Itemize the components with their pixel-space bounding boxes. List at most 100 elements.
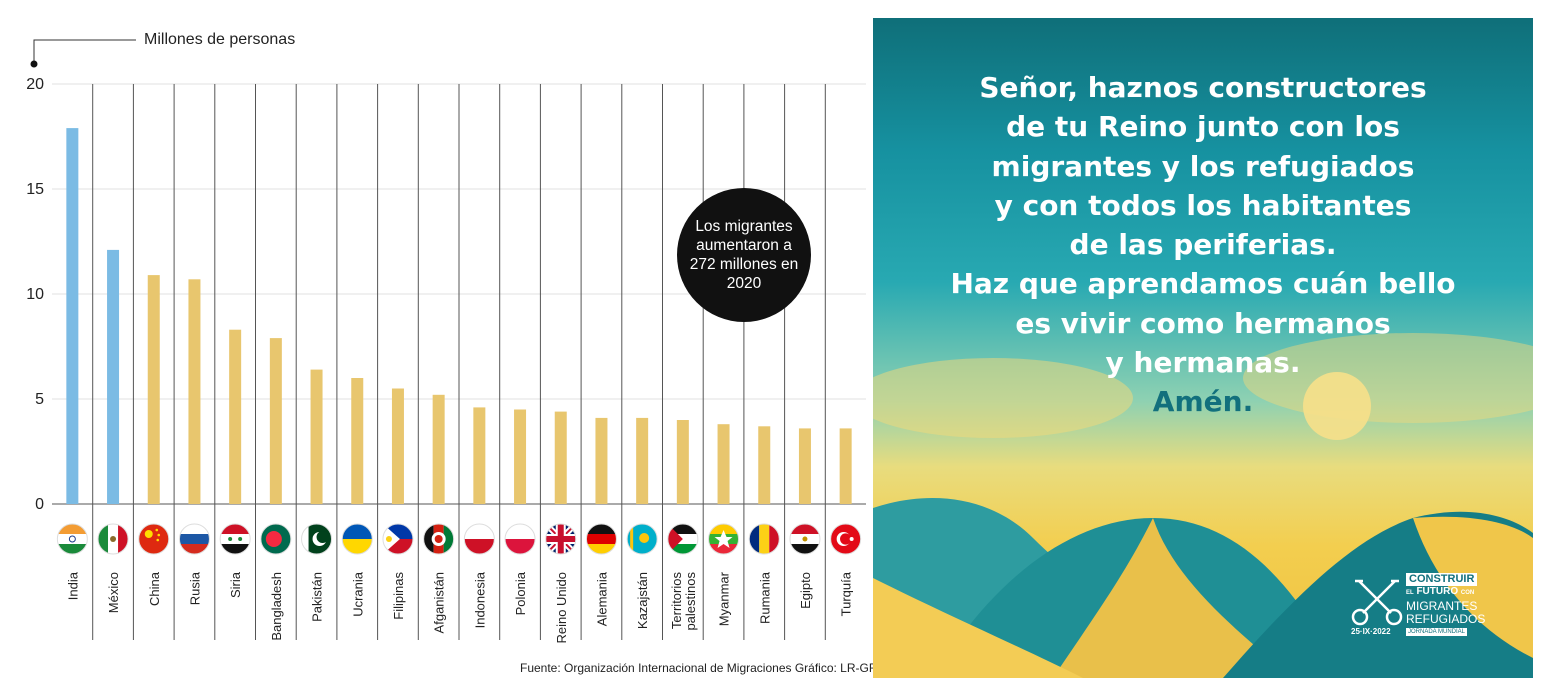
logo-con: CON: [1460, 590, 1475, 596]
bar: [839, 428, 852, 504]
flag-indonesia-icon: [464, 524, 495, 554]
x-tick-label: Turquía: [839, 571, 854, 616]
bar: [66, 128, 79, 504]
bar: [147, 275, 160, 504]
flag-border: [97, 523, 129, 555]
flag-poland-icon: [505, 524, 536, 554]
dune-shape: [873, 578, 1083, 678]
flag-mexico-icon: [98, 524, 129, 554]
logo-el: EL: [1406, 590, 1414, 596]
x-tick-label: México: [106, 572, 121, 613]
event-logo: CONSTRUIR EL FUTURO CON MIGRANTES REFUGI…: [1351, 573, 1485, 638]
flag-kazakhstan-icon: [627, 524, 658, 554]
logo-line-4: REFUGIADOS: [1406, 612, 1486, 626]
cloud-shape: [873, 358, 1133, 438]
prayer-line: migrantes y los refugiados: [991, 149, 1415, 183]
x-tick-label: India: [65, 571, 80, 600]
flag-border: [667, 523, 699, 555]
prayer-line: es vivir como hermanos: [1015, 306, 1391, 340]
flag-border: [423, 523, 455, 555]
y-axis-label: Millones de personas: [144, 31, 296, 48]
prayer-line: Señor, haznos constructores: [979, 71, 1427, 104]
flag-border: [545, 523, 577, 555]
flag-india-icon: [57, 524, 88, 554]
sun-icon: [1303, 372, 1371, 440]
flag-russia-icon: [179, 524, 210, 554]
bar: [798, 428, 811, 504]
logo-date: 25·IX·2022: [1351, 627, 1391, 636]
bar: [107, 249, 120, 504]
crossed-keys-icon: [1351, 579, 1403, 626]
flag-border: [341, 523, 373, 555]
amen-line: Amén.: [1152, 385, 1254, 419]
flag-myanmar-icon: [708, 524, 739, 554]
flag-border: [382, 523, 414, 555]
flag-afghanistan-icon: [423, 524, 454, 554]
prayer-line: y con todos los habitantes: [994, 188, 1412, 222]
bar: [473, 407, 486, 504]
flag-border: [219, 523, 251, 555]
dune-shape: [1053, 518, 1293, 678]
prayer-poster: Señor, haznos constructores de tu Reino …: [873, 18, 1533, 678]
prayer-line: Haz que aprendamos cuán bello: [950, 267, 1456, 301]
bar: [351, 378, 364, 504]
x-tick-label: Afganistán: [432, 572, 447, 633]
bar: [269, 338, 282, 504]
x-tick-label: Filipinas: [391, 572, 406, 620]
flag-border: [56, 523, 88, 555]
logo-futuro: FUTURO: [1416, 586, 1459, 597]
flag-border: [178, 523, 210, 555]
bar: [188, 279, 201, 504]
flag-border: [789, 523, 821, 555]
chart-panel: 0 5 10 15 20 India México China Rusia Siria Bangla…: [26, 31, 877, 675]
logo-line-1: CONSTRUIR: [1406, 573, 1478, 586]
flag-border: [626, 523, 658, 555]
logo-line-2: EL FUTURO CON: [1406, 587, 1474, 597]
flag-china-icon: [138, 524, 169, 554]
flag-border: [301, 523, 333, 555]
flag-germany-icon: [586, 524, 617, 554]
y-tick-label: 5: [35, 391, 44, 408]
prayer-line: y hermanas.: [1105, 346, 1301, 380]
flag-border: [504, 523, 536, 555]
flag-border: [463, 523, 495, 555]
flag-border: [748, 523, 780, 555]
logo-line-3: MIGRANTES: [1406, 599, 1478, 613]
prayer-text: Señor, haznos constructores de tu Reino …: [873, 68, 1533, 422]
y-label-dot: [30, 60, 38, 68]
y-tick-label: 0: [35, 496, 44, 513]
x-tick-label: China: [147, 571, 162, 606]
y-tick-label: 10: [26, 286, 44, 303]
source-note: Fuente: Organización Internacional de Mi…: [520, 661, 878, 675]
bar-chart: 0 5 10 15 20 India México China Rusia Siria Bangla…: [26, 39, 866, 644]
x-tick-label: Rumania: [757, 571, 772, 624]
bar: [717, 424, 730, 504]
flag-border: [138, 523, 170, 555]
prayer-line: de las periferias.: [1069, 228, 1337, 262]
bar: [391, 388, 404, 504]
x-tick-label: Bangladesh: [269, 572, 284, 641]
x-tick-label: Myanmar: [717, 571, 732, 626]
flag-romania-icon: [749, 524, 780, 554]
logo-event: JORNADA MUNDIAL: [1406, 628, 1468, 636]
flag-bangladesh-icon: [260, 524, 291, 554]
x-tick-label: Territorios: [669, 572, 684, 630]
prayer-line: de tu Reino junto con los: [1006, 110, 1400, 144]
flag-palestine-icon: [667, 524, 698, 554]
x-tick-label: Rusia: [187, 571, 202, 605]
x-tick-label: Alemania: [594, 571, 609, 626]
x-tick-label: palestinos: [683, 572, 698, 631]
bar: [310, 369, 323, 504]
flag-border: [830, 523, 862, 555]
dune-shape: [1413, 516, 1533, 658]
flag-border: [708, 523, 740, 555]
bar: [595, 417, 608, 504]
x-tick-label: Polonia: [513, 571, 528, 615]
y-tick-label: 20: [26, 76, 44, 93]
x-tick-label: Egipto: [798, 572, 813, 609]
flag-ukraine-icon: [342, 524, 373, 554]
bar: [554, 411, 567, 504]
y-label-leader: [33, 39, 136, 62]
x-tick-label: Siria: [228, 571, 243, 598]
bar: [432, 394, 445, 504]
